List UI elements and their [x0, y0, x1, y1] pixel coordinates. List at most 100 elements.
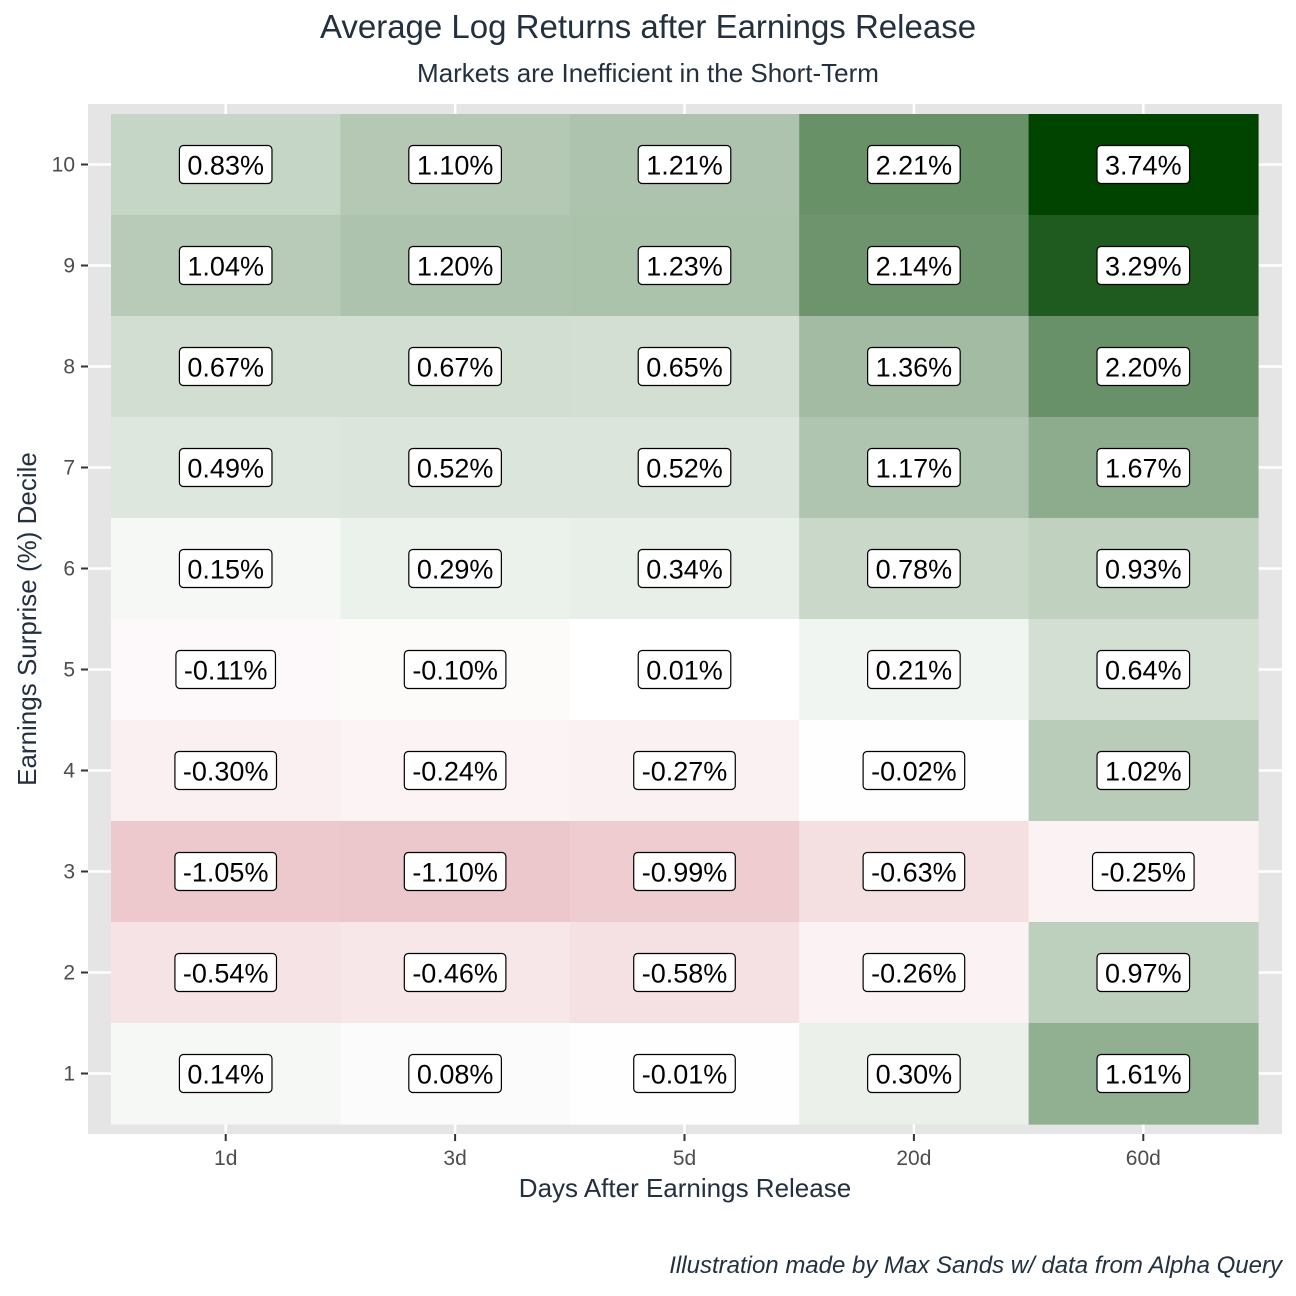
cell-label-box [1096, 548, 1191, 589]
cell-label: 0.65% [637, 346, 732, 387]
cell-label: 1.36% [867, 346, 961, 387]
cell-label: 0.08% [408, 1053, 502, 1094]
cell-value: 0.93% [1105, 555, 1182, 585]
cell-label: -0.01% [633, 1053, 736, 1094]
cell-value: 0.52% [417, 454, 494, 484]
cell-label: 1.20% [408, 245, 502, 286]
cell-label: 1.21% [637, 144, 732, 185]
y-tick-label: 2 [63, 962, 75, 985]
cell-label-box [867, 144, 961, 185]
cell-value: 0.21% [876, 656, 953, 686]
cell-label-box [862, 851, 966, 892]
cell-label-box [637, 245, 732, 286]
x-axis-title: Days After Earnings Release [519, 1173, 851, 1203]
cell-value: 1.61% [1105, 1060, 1182, 1090]
cell-value: 1.21% [646, 151, 723, 181]
cell-label: 3.29% [1096, 245, 1191, 286]
cell-label-box [867, 548, 961, 589]
cell-label-box [633, 1053, 736, 1094]
cell-value: 0.67% [187, 353, 264, 383]
cell-label: 2.20% [1096, 346, 1191, 387]
cell-label: 0.67% [178, 346, 273, 387]
cell-label: 0.01% [637, 649, 732, 690]
cell-value: 1.10% [417, 151, 494, 181]
y-tick-label: 5 [63, 659, 75, 682]
cell-label-box [178, 1053, 273, 1094]
cell-label-box [1096, 245, 1191, 286]
y-tick-label: 8 [63, 356, 75, 379]
cell-label-box [1096, 952, 1191, 993]
cell-value: -0.27% [642, 757, 728, 787]
cell-value: -1.10% [412, 858, 498, 888]
cell-label: 0.93% [1096, 548, 1191, 589]
cell-value: -0.24% [412, 757, 498, 787]
cell-label: 1.02% [1096, 750, 1191, 791]
cell-label: 1.04% [178, 245, 273, 286]
cell-value: 0.15% [187, 555, 264, 585]
cell-label-box [862, 750, 966, 791]
cell-label: 2.21% [867, 144, 961, 185]
cell-value: 0.30% [876, 1060, 953, 1090]
cell-label: -0.25% [1091, 851, 1195, 892]
cell-value: -0.11% [184, 656, 268, 686]
cell-value: 0.65% [646, 353, 723, 383]
cell-label: -0.99% [633, 851, 736, 892]
cell-label: -0.46% [403, 952, 507, 993]
cell-label-box [862, 952, 966, 993]
cell-label-box [867, 245, 961, 286]
cell-value: 1.67% [1105, 454, 1182, 484]
y-tick-label: 10 [52, 154, 75, 177]
cell-label-box [637, 548, 732, 589]
cell-value: 1.04% [187, 252, 264, 282]
x-tick-label: 3d [443, 1147, 466, 1170]
cell-label: 0.52% [408, 447, 502, 488]
cell-label-box [178, 346, 273, 387]
cell-label: -1.10% [403, 851, 507, 892]
cell-label: 0.34% [637, 548, 732, 589]
cell-label: -0.27% [633, 750, 736, 791]
cell-value: -0.46% [412, 959, 498, 989]
cell-label: 1.23% [637, 245, 732, 286]
cell-label: 0.52% [637, 447, 732, 488]
y-axis-title: Earnings Surprise (%) Decile [12, 452, 42, 786]
cell-label-box [403, 750, 507, 791]
cell-label: 0.21% [867, 649, 961, 690]
chart-caption: Illustration made by Max Sands w/ data f… [669, 1252, 1282, 1279]
y-tick-label: 3 [63, 861, 75, 884]
cell-value: -0.01% [642, 1060, 728, 1090]
y-tick-label: 9 [63, 255, 75, 278]
cell-value: -0.25% [1101, 858, 1187, 888]
cell-label-box [408, 346, 502, 387]
cell-label: -0.63% [862, 851, 966, 892]
cell-label-box [1096, 346, 1191, 387]
cell-value: 2.14% [876, 252, 953, 282]
cell-label-box [633, 851, 736, 892]
cell-label-box [637, 346, 732, 387]
y-tick-label: 4 [63, 760, 75, 783]
cell-value: -0.02% [871, 757, 957, 787]
cell-label-box [403, 851, 507, 892]
cell-label: 0.67% [408, 346, 502, 387]
cell-value: -0.30% [183, 757, 269, 787]
cell-value: 0.29% [417, 555, 494, 585]
cell-value: -0.99% [642, 858, 728, 888]
cell-label-box [637, 144, 732, 185]
cell-value: 3.74% [1105, 151, 1182, 181]
cell-label: -0.11% [175, 649, 277, 690]
cell-label-box [867, 1053, 961, 1094]
y-tick-label: 7 [63, 457, 75, 480]
cell-value: 3.29% [1105, 252, 1182, 282]
cell-label: 0.30% [867, 1053, 961, 1094]
cell-label: -0.24% [403, 750, 507, 791]
cell-label-box [403, 649, 507, 690]
cell-label-box [403, 952, 507, 993]
cell-label: 0.83% [178, 144, 273, 185]
cell-label: -0.26% [862, 952, 966, 993]
cell-label-box [1091, 851, 1195, 892]
cell-label: -0.02% [862, 750, 966, 791]
y-axis-ticks: 10 9 8 7 6 5 4 3 2 1 [52, 154, 88, 1086]
chart-title: Average Log Returns after Earnings Relea… [319, 8, 977, 45]
cell-label: -0.58% [633, 952, 736, 993]
cell-label-box [867, 447, 961, 488]
